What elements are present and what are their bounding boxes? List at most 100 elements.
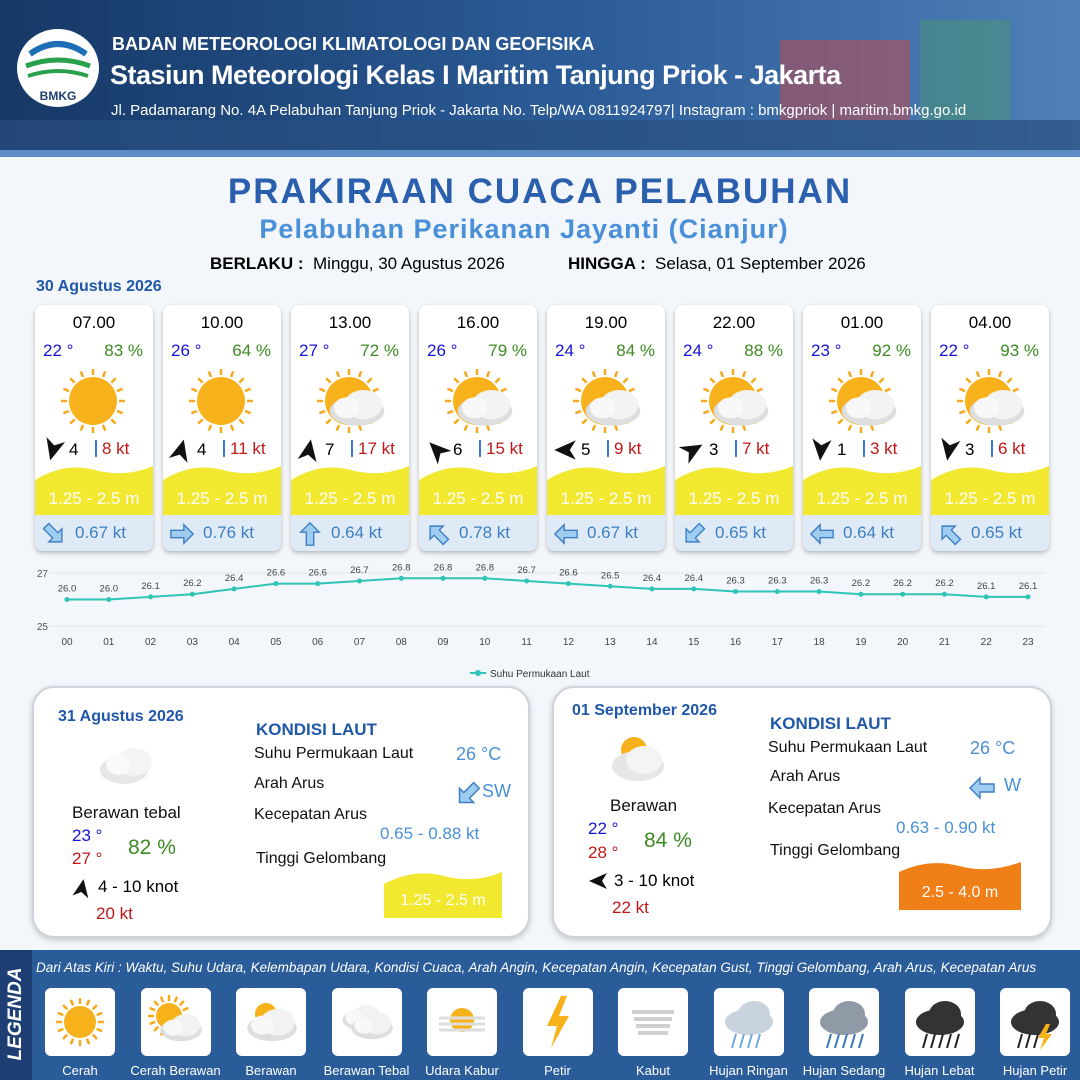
until-label: HINGGA :: [568, 254, 646, 273]
current-arrow: [429, 525, 450, 546]
sun-ray: [318, 387, 326, 393]
sea-title: KONDISI LAUT: [256, 720, 377, 739]
sst-point: [482, 575, 488, 581]
wave-shape: [384, 872, 502, 918]
sun-ray: [69, 999, 75, 1006]
sst-label: Suhu Permukaan Laut: [254, 745, 414, 762]
sun-ray: [975, 370, 981, 378]
x-tick-label: 07: [354, 637, 366, 648]
current-arrow: [299, 521, 321, 546]
sun-ray: [197, 377, 204, 384]
wave-fill: [291, 466, 409, 515]
x-tick-label: 20: [897, 637, 909, 648]
value-label: 26.8: [476, 562, 495, 573]
sst-point: [398, 575, 404, 581]
wind-speed: 6: [453, 440, 463, 459]
time: 07.00: [72, 313, 116, 332]
sst-point: [649, 586, 655, 592]
cloud-part: [1024, 1001, 1056, 1027]
sun-ray: [847, 370, 853, 378]
sun: [69, 377, 117, 425]
legend-swatch-dot: [475, 670, 481, 676]
value-label: 26.2: [852, 578, 871, 589]
current-speed-label: Kecepatan Arus: [254, 806, 367, 823]
wind: 3 - 10 knot: [614, 871, 695, 890]
wave-fill: [547, 466, 665, 515]
sun: [450, 1008, 474, 1032]
sea-title: KONDISI LAUT: [770, 714, 891, 733]
humidity: 72 %: [360, 341, 399, 360]
wave: 1.25 - 2.5 m: [400, 892, 486, 909]
gust: 3 kt: [863, 440, 897, 457]
wave-shape: [419, 466, 537, 515]
sst-point: [858, 591, 864, 597]
x-tick-label: 09: [437, 637, 449, 648]
rain: [842, 1033, 848, 1049]
sun-ray: [159, 996, 164, 1003]
time: 22.00: [712, 313, 756, 332]
cloud-part: [251, 1015, 274, 1035]
weather-icon: [829, 369, 897, 433]
station: Stasiun Meteorologi Kelas I Maritim Tanj…: [110, 60, 841, 90]
humidity: 82 %: [128, 836, 176, 859]
current-arrow: [553, 523, 578, 545]
sun-ray: [229, 370, 235, 378]
cloud-part: [333, 397, 360, 419]
wave-fill: [803, 466, 921, 515]
sun-ray: [997, 370, 1003, 378]
condition: Berawan tebal: [72, 803, 181, 822]
sun-ray: [446, 409, 454, 415]
sun-ray: [485, 424, 491, 432]
day1-date: 30 Agustus 2026: [36, 278, 162, 295]
current-dir-label: Arah Arus: [770, 768, 841, 785]
sun-ray: [837, 377, 844, 384]
x-tick-label: 16: [730, 637, 742, 648]
wind-speed: 7: [325, 440, 335, 459]
value-label: 26.5: [601, 570, 620, 581]
sun-ray: [69, 418, 76, 425]
wave-height: 1.25 - 2.5 m: [944, 489, 1036, 508]
value-label: 26.3: [810, 576, 829, 587]
air-temp: 24 °: [555, 341, 586, 360]
gust: 6 kt: [991, 440, 1025, 457]
day-panel: 01 September 2026 Berawan 22 ° 28 ° 84 %…: [552, 686, 1052, 938]
sun-ray: [613, 370, 619, 378]
sun-ray: [719, 370, 725, 378]
arrow: [678, 444, 703, 464]
arrow: [299, 521, 321, 546]
rain: [858, 1033, 864, 1049]
wave-shape: [163, 466, 281, 515]
sun-ray: [709, 377, 716, 384]
wind-arrow: [168, 439, 188, 463]
legend-label: Berawan Tebal: [323, 1063, 410, 1078]
wind-speed: 3: [965, 440, 975, 459]
forecast-card: 19.00 24 ° 84 % 5 9 kt 1.25 - 2.5 m 0.67 kt: [547, 305, 665, 551]
x-tick-label: 12: [563, 637, 575, 648]
sun-ray: [1012, 387, 1020, 393]
legend-box: [809, 988, 879, 1056]
x-tick-label: 05: [270, 637, 282, 648]
wave-label: Tinggi Gelombang: [256, 850, 387, 867]
wind-speed: 4: [197, 440, 207, 459]
current-arrow: [42, 522, 63, 543]
address: Jl. Padamarang No. 4A Pelabuhan Tanjung …: [111, 102, 967, 119]
value-label: 26.7: [350, 565, 369, 576]
y-tick-label: 27: [37, 569, 49, 580]
forecast-card: 16.00 26 ° 79 % 6 15 kt 1.25 - 2.5 m 0.78 kt: [419, 305, 537, 551]
humidity: 92 %: [872, 341, 911, 360]
forecast-card: 07.00 22 ° 83 % 4 8 kt 1.25 - 2.5 m 0.67 kt: [35, 305, 153, 551]
wind-arrow: [678, 444, 703, 464]
wave-shape: [291, 466, 409, 515]
cloud-part: [461, 397, 488, 419]
arrow: [685, 522, 706, 543]
x-tick-label: 17: [772, 637, 784, 648]
x-tick-label: 22: [981, 637, 993, 648]
humidity: 64 %: [232, 341, 271, 360]
legend-icon: [820, 1001, 868, 1049]
legend-box: [236, 988, 306, 1056]
sun-ray: [62, 1033, 69, 1040]
gust: 8 kt: [95, 440, 129, 457]
sst-point: [440, 575, 446, 581]
current-speed: 0.63 - 0.90 kt: [896, 818, 996, 837]
sst-point: [691, 586, 697, 592]
